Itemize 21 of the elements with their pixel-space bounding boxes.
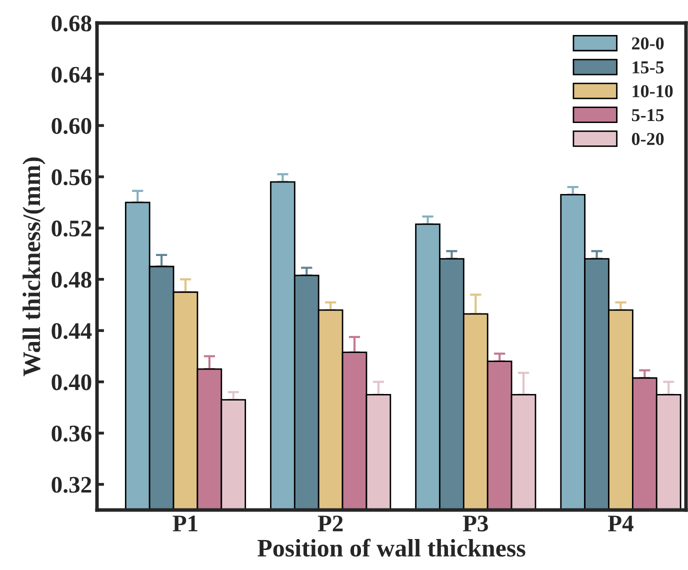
x-axis-title: Position of wall thickness	[258, 538, 526, 557]
legend-label: 20-0	[632, 37, 664, 50]
y-tick-label: 0.36	[52, 426, 92, 442]
y-tick-label: 0.52	[52, 220, 92, 237]
legend-label: 0-20	[632, 132, 664, 146]
legend-label: 15-5	[632, 61, 664, 74]
y-tick-label: 0.60	[52, 118, 92, 134]
y-tick-label: 0.56	[52, 169, 92, 186]
legend-label: 5-15	[632, 109, 664, 122]
y-axis-title: Wall thickness/(mm)	[22, 158, 46, 376]
x-tick-label: P4	[608, 516, 634, 532]
y-tick-label: 0.32	[52, 476, 92, 493]
legend-label: 10-10	[632, 85, 673, 98]
x-tick-label: P2	[318, 516, 343, 532]
y-tick-label: 0.68	[52, 15, 92, 32]
x-tick-label: P1	[172, 516, 198, 532]
y-tick-label: 0.64	[52, 66, 92, 83]
x-tick-label: P3	[462, 516, 488, 532]
y-tick-label: 0.48	[52, 272, 92, 288]
y-tick-label: 0.44	[52, 323, 92, 340]
y-tick-label: 0.40	[52, 374, 92, 390]
